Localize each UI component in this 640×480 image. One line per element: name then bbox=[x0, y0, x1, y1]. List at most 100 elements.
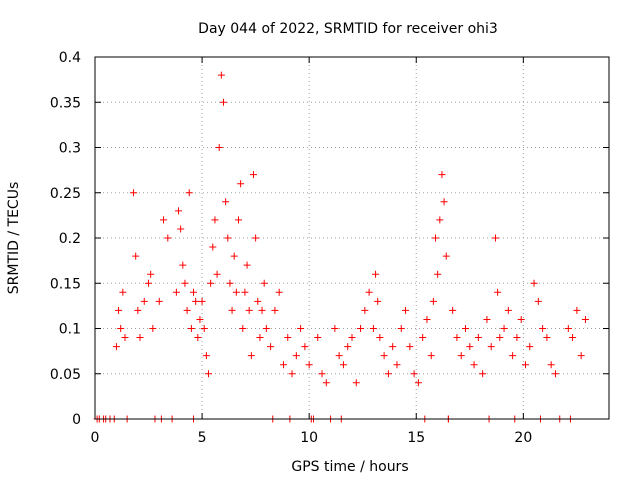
data-point bbox=[271, 306, 279, 314]
data-point bbox=[213, 270, 221, 278]
y-axis-label: SRMTID / TECUs bbox=[6, 182, 22, 295]
y-tick-label: 0.4 bbox=[59, 50, 81, 66]
data-point bbox=[397, 325, 405, 332]
data-point bbox=[234, 216, 242, 224]
data-point bbox=[434, 270, 442, 278]
y-tick-label: 0.25 bbox=[50, 186, 81, 202]
data-point bbox=[177, 225, 185, 233]
data-point bbox=[543, 334, 551, 342]
data-point bbox=[275, 288, 283, 296]
data-point bbox=[389, 343, 397, 351]
data-point bbox=[402, 306, 410, 314]
data-point bbox=[217, 71, 225, 79]
data-point bbox=[449, 306, 457, 314]
data-point bbox=[172, 288, 180, 296]
data-point bbox=[179, 261, 187, 269]
data-point bbox=[245, 306, 253, 314]
data-point bbox=[198, 297, 206, 305]
data-point bbox=[190, 288, 198, 296]
data-point bbox=[200, 325, 208, 332]
data-point bbox=[513, 334, 521, 342]
data-point bbox=[230, 252, 238, 260]
data-point bbox=[232, 288, 240, 296]
data-point bbox=[288, 370, 296, 378]
data-point bbox=[339, 361, 347, 369]
data-point bbox=[479, 370, 487, 378]
data-point bbox=[466, 343, 474, 351]
data-point bbox=[155, 297, 163, 305]
data-point bbox=[222, 198, 230, 206]
grid-layer bbox=[95, 57, 609, 419]
data-point bbox=[237, 180, 245, 188]
data-point bbox=[175, 207, 183, 215]
data-point bbox=[564, 325, 572, 332]
data-point bbox=[419, 334, 427, 342]
data-point bbox=[530, 279, 538, 287]
data-point bbox=[136, 334, 144, 342]
x-axis-label: GPS time / hours bbox=[291, 459, 408, 475]
data-point bbox=[130, 189, 138, 197]
data-point bbox=[322, 379, 330, 387]
data-point bbox=[393, 361, 401, 369]
data-point bbox=[224, 234, 232, 242]
data-point bbox=[181, 279, 189, 287]
points-layer bbox=[93, 71, 589, 423]
data-point bbox=[423, 315, 431, 323]
y-tick-label: 0.15 bbox=[50, 276, 81, 292]
data-point bbox=[228, 306, 236, 314]
data-point bbox=[357, 325, 365, 332]
data-point bbox=[369, 325, 377, 332]
x-tick-label: 15 bbox=[407, 430, 425, 446]
data-point bbox=[241, 288, 249, 296]
data-point bbox=[207, 279, 215, 287]
data-point bbox=[209, 243, 217, 251]
data-point bbox=[509, 352, 517, 360]
data-point bbox=[183, 306, 191, 314]
data-point bbox=[252, 234, 260, 242]
data-point bbox=[149, 325, 157, 332]
data-point bbox=[196, 315, 204, 323]
data-point bbox=[521, 361, 529, 369]
x-tick-label: 20 bbox=[514, 430, 532, 446]
data-point bbox=[226, 279, 234, 287]
x-tick-label: 0 bbox=[91, 430, 100, 446]
y-tick-label: 0.3 bbox=[59, 141, 81, 157]
data-point bbox=[147, 270, 155, 278]
data-point bbox=[436, 216, 444, 224]
data-point bbox=[301, 343, 309, 351]
data-point bbox=[438, 171, 446, 179]
data-point bbox=[474, 334, 482, 342]
data-point bbox=[581, 315, 589, 323]
data-point bbox=[215, 144, 223, 151]
x-tick-label: 5 bbox=[198, 430, 207, 446]
data-point bbox=[192, 297, 200, 305]
data-point bbox=[164, 234, 172, 242]
data-point bbox=[254, 297, 262, 305]
data-point bbox=[496, 334, 504, 342]
data-point bbox=[429, 297, 437, 305]
data-point bbox=[483, 315, 491, 323]
data-point bbox=[112, 343, 120, 351]
data-point bbox=[258, 306, 266, 314]
data-point bbox=[145, 279, 153, 287]
y-tick-label: 0.05 bbox=[50, 367, 81, 383]
data-point bbox=[517, 315, 525, 323]
data-point bbox=[318, 370, 326, 378]
data-point bbox=[243, 261, 251, 269]
chart-title: Day 044 of 2022, SRMTID for receiver ohi… bbox=[198, 21, 498, 37]
data-point bbox=[491, 234, 499, 242]
data-point bbox=[247, 352, 255, 360]
data-point bbox=[140, 297, 148, 305]
data-point bbox=[372, 270, 380, 278]
y-tick-label: 0 bbox=[72, 412, 81, 428]
data-point bbox=[119, 288, 127, 296]
data-point bbox=[361, 306, 369, 314]
data-point bbox=[211, 216, 219, 224]
data-point bbox=[534, 297, 542, 305]
y-tick-label: 0.2 bbox=[59, 231, 81, 247]
data-point bbox=[569, 334, 577, 342]
data-point bbox=[573, 306, 581, 314]
axis-layer: 0 0.05 0.1 0.15 0.2 0.25 0.3 0.35 0.4 0 5 10 15 20 bbox=[50, 50, 609, 446]
data-point bbox=[526, 343, 534, 351]
plot-frame bbox=[94, 56, 610, 420]
